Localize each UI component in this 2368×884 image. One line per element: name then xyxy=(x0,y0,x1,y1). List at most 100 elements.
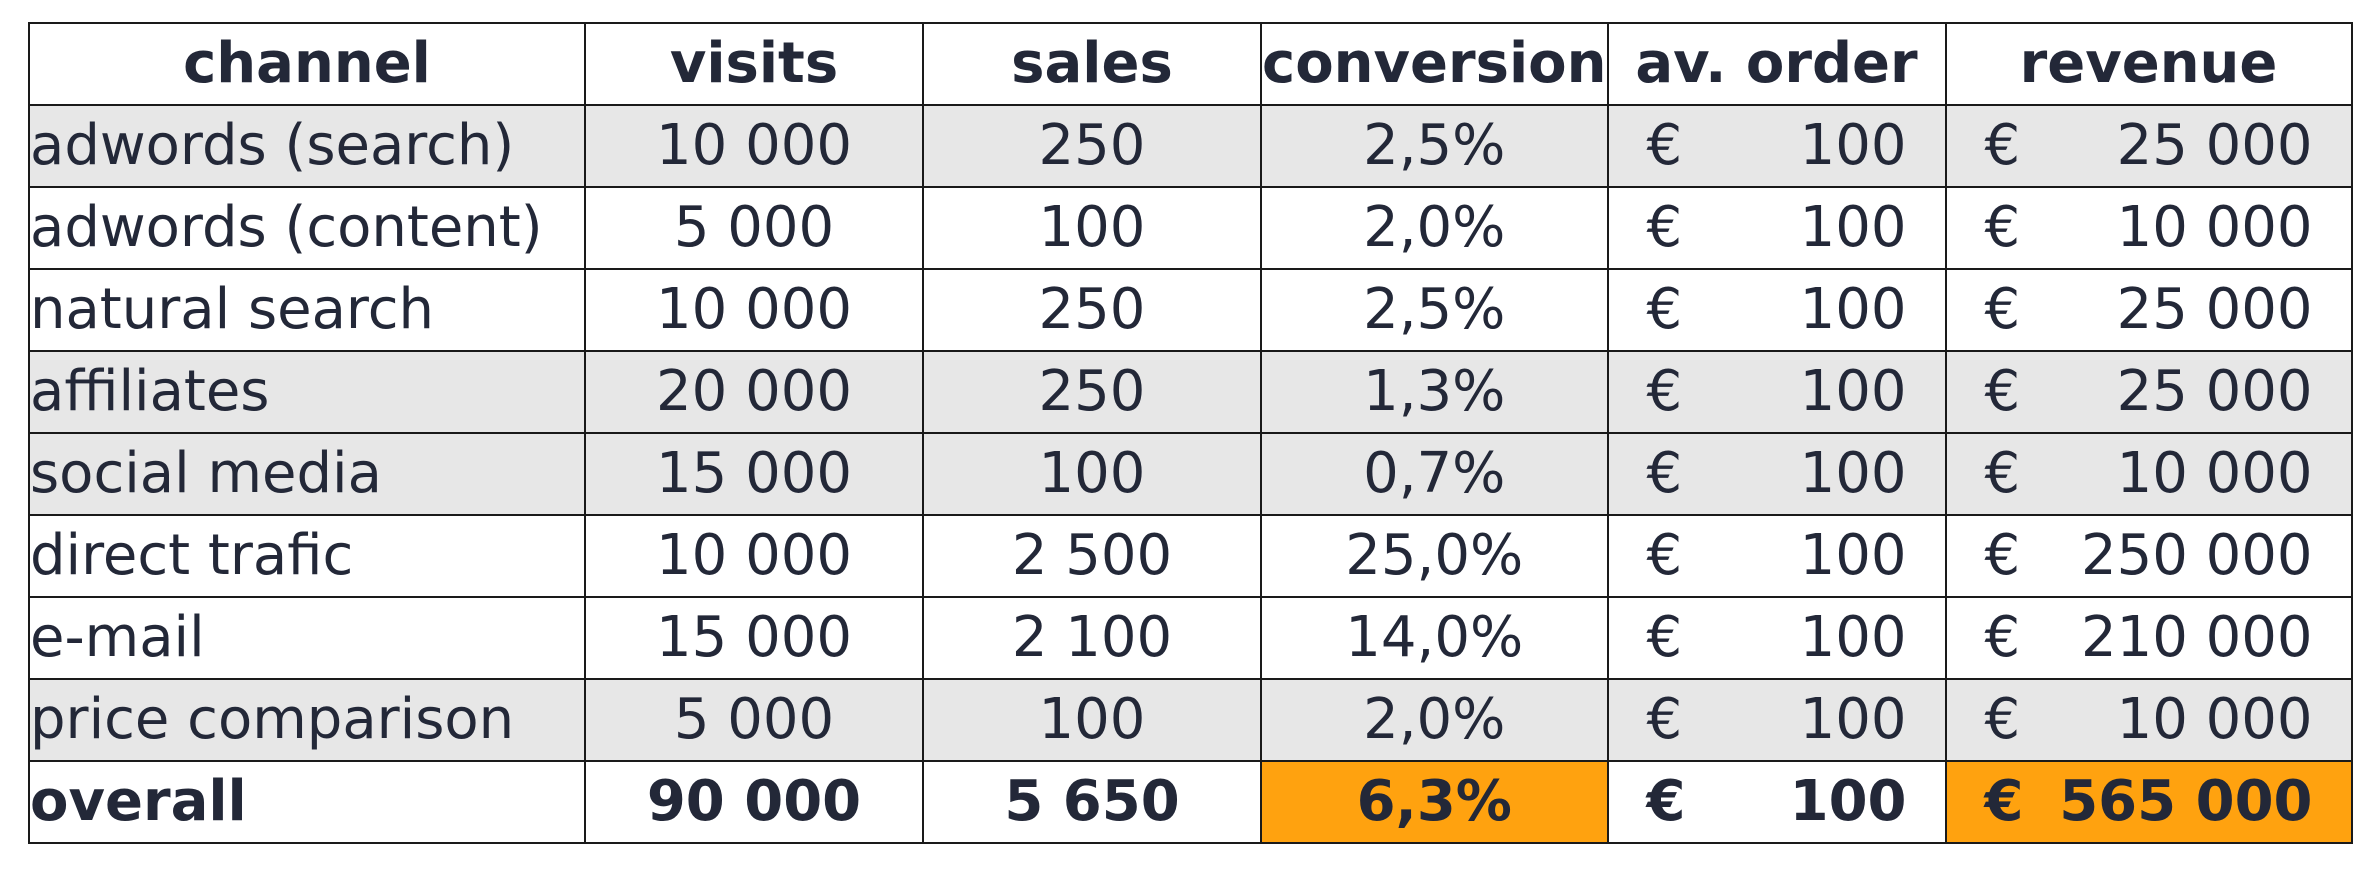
header-channel: channel xyxy=(28,22,586,106)
table-row: price comparison 5 000 100 2,0% €100 €10… xyxy=(28,678,2353,762)
visits-cell: 20 000 xyxy=(584,350,924,434)
av-order-cell: €100 xyxy=(1606,432,1947,516)
amount: 10 000 xyxy=(2116,195,2313,260)
amount: 100 xyxy=(1799,359,1907,424)
currency-symbol: € xyxy=(1646,441,1683,506)
currency-symbol: € xyxy=(1646,195,1683,260)
table-row: adwords (content) 5 000 100 2,0% €100 €1… xyxy=(28,186,2353,270)
amount: 250 000 xyxy=(2080,523,2313,588)
currency-symbol: € xyxy=(1646,523,1683,588)
channel-cell: direct trafic xyxy=(28,514,586,598)
channel-cell: affiliates xyxy=(28,350,586,434)
amount: 100 xyxy=(1799,277,1907,342)
conversion-cell: 25,0% xyxy=(1260,514,1609,598)
header-sales: sales xyxy=(922,22,1262,106)
sales-cell: 250 xyxy=(922,268,1262,352)
channel-cell: adwords (search) xyxy=(28,104,586,188)
revenue-cell: €250 000 xyxy=(1944,514,2353,598)
currency-symbol: € xyxy=(1984,605,2021,670)
amount: 100 xyxy=(1799,687,1907,752)
amount: 100 xyxy=(1799,441,1907,506)
sales-cell: 100 xyxy=(922,678,1262,762)
amount: 10 000 xyxy=(2116,687,2313,752)
visits-cell: 10 000 xyxy=(584,268,924,352)
av-order-cell: €100 xyxy=(1606,186,1947,270)
currency-symbol: € xyxy=(1984,523,2021,588)
currency-symbol: € xyxy=(1646,769,1686,834)
sales-cell: 100 xyxy=(922,186,1262,270)
currency-symbol: € xyxy=(1984,359,2021,424)
conversion-cell: 2,5% xyxy=(1260,104,1609,188)
amount: 210 000 xyxy=(2080,605,2313,670)
table-row: natural search 10 000 250 2,5% €100 €25 … xyxy=(28,268,2353,352)
channel-cell: social media xyxy=(28,432,586,516)
amount: 565 000 xyxy=(2059,769,2313,834)
revenue-cell: €25 000 xyxy=(1944,268,2353,352)
currency-symbol: € xyxy=(1984,195,2021,260)
total-revenue-cell: €565 000 xyxy=(1944,760,2353,844)
currency-symbol: € xyxy=(1646,113,1683,178)
sales-cell: 100 xyxy=(922,432,1262,516)
visits-cell: 10 000 xyxy=(584,104,924,188)
table-row: affiliates 20 000 250 1,3% €100 €25 000 xyxy=(28,350,2353,434)
visits-cell: 5 000 xyxy=(584,678,924,762)
currency-symbol: € xyxy=(1984,277,2021,342)
amount: 25 000 xyxy=(2116,277,2313,342)
header-av-order: av. order xyxy=(1606,22,1947,106)
total-sales-cell: 5 650 xyxy=(922,760,1262,844)
revenue-cell: €10 000 xyxy=(1944,678,2353,762)
total-conversion-cell: 6,3% xyxy=(1260,760,1609,844)
revenue-cell: €210 000 xyxy=(1944,596,2353,680)
revenue-cell: €10 000 xyxy=(1944,432,2353,516)
av-order-cell: €100 xyxy=(1606,350,1947,434)
channel-cell: natural search xyxy=(28,268,586,352)
av-order-cell: €100 xyxy=(1606,104,1947,188)
header-row: channel visits sales conversion av. orde… xyxy=(28,22,2353,106)
currency-symbol: € xyxy=(1984,769,2024,834)
visits-cell: 15 000 xyxy=(584,432,924,516)
av-order-cell: €100 xyxy=(1606,514,1947,598)
channel-cell: e-mail xyxy=(28,596,586,680)
sales-cell: 2 500 xyxy=(922,514,1262,598)
total-row: overall 90 000 5 650 6,3% €100 €565 000 xyxy=(28,760,2353,844)
av-order-cell: €100 xyxy=(1606,596,1947,680)
sales-cell: 250 xyxy=(922,350,1262,434)
sales-cell: 2 100 xyxy=(922,596,1262,680)
channel-cell: adwords (content) xyxy=(28,186,586,270)
revenue-cell: €10 000 xyxy=(1944,186,2353,270)
table-row: e-mail 15 000 2 100 14,0% €100 €210 000 xyxy=(28,596,2353,680)
amount: 100 xyxy=(1789,769,1907,834)
sales-cell: 250 xyxy=(922,104,1262,188)
amount: 10 000 xyxy=(2116,441,2313,506)
revenue-cell: €25 000 xyxy=(1944,350,2353,434)
header-conversion: conversion xyxy=(1260,22,1609,106)
table-row: social media 15 000 100 0,7% €100 €10 00… xyxy=(28,432,2353,516)
amount: 25 000 xyxy=(2116,359,2313,424)
header-visits: visits xyxy=(584,22,924,106)
channel-cell: price comparison xyxy=(28,678,586,762)
revenue-cell: €25 000 xyxy=(1944,104,2353,188)
av-order-cell: €100 xyxy=(1606,268,1947,352)
conversion-cell: 2,5% xyxy=(1260,268,1609,352)
conversion-cell: 2,0% xyxy=(1260,678,1609,762)
currency-symbol: € xyxy=(1984,441,2021,506)
currency-symbol: € xyxy=(1646,605,1683,670)
total-av-order-cell: €100 xyxy=(1606,760,1947,844)
av-order-cell: €100 xyxy=(1606,678,1947,762)
table-row: adwords (search) 10 000 250 2,5% €100 €2… xyxy=(28,104,2353,188)
total-channel-cell: overall xyxy=(28,760,586,844)
currency-symbol: € xyxy=(1984,687,2021,752)
conversion-cell: 0,7% xyxy=(1260,432,1609,516)
amount: 100 xyxy=(1799,605,1907,670)
currency-symbol: € xyxy=(1646,687,1683,752)
channel-revenue-table: channel visits sales conversion av. orde… xyxy=(28,22,2353,844)
table-row: direct trafic 10 000 2 500 25,0% €100 €2… xyxy=(28,514,2353,598)
header-revenue: revenue xyxy=(1944,22,2353,106)
currency-symbol: € xyxy=(1984,113,2021,178)
currency-symbol: € xyxy=(1646,359,1683,424)
amount: 100 xyxy=(1799,195,1907,260)
amount: 100 xyxy=(1799,113,1907,178)
visits-cell: 15 000 xyxy=(584,596,924,680)
conversion-cell: 2,0% xyxy=(1260,186,1609,270)
visits-cell: 10 000 xyxy=(584,514,924,598)
